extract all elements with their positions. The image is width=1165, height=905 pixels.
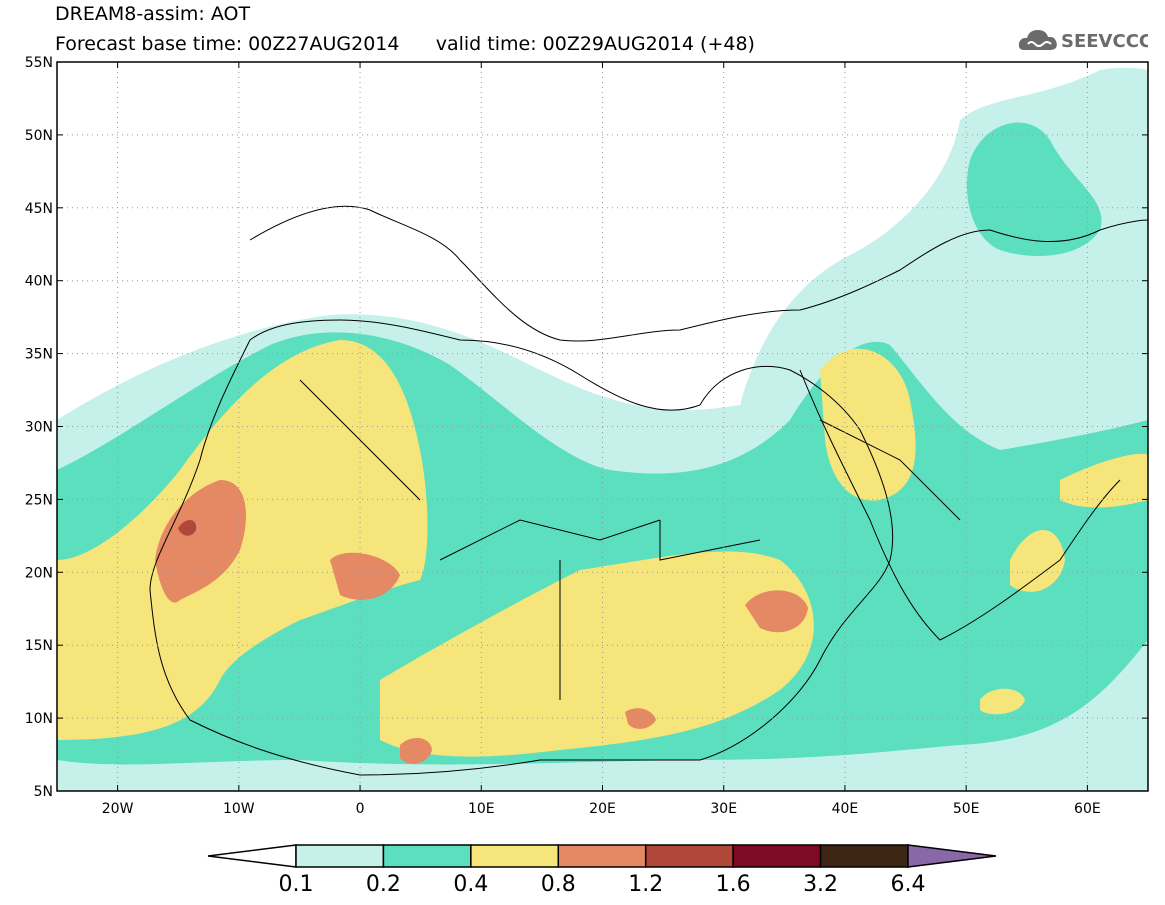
lon-label: 0 <box>356 801 365 817</box>
colorbar-segment <box>295 844 385 868</box>
forecast-time-subtitle: Forecast base time: 00Z27AUG2014 valid t… <box>55 33 755 55</box>
aot-contour-0.8-mali <box>330 552 400 600</box>
lat-label: 55N <box>25 55 53 71</box>
colorbar-above-arrow <box>907 844 997 868</box>
logo-text: SEEVCCC <box>1061 31 1148 52</box>
coastlines <box>149 205 1148 776</box>
aot-contour-1.2 <box>178 519 197 536</box>
aot-contours <box>57 67 1148 791</box>
cloud-icon <box>1018 30 1057 50</box>
aot-contour-0.4-somalia <box>980 688 1025 715</box>
colorbar-segment <box>732 844 822 868</box>
colorbar: 0.1 0.2 0.4 0.8 1.2 1.6 3.2 6.4 <box>207 844 997 897</box>
lat-label: 25N <box>25 492 53 508</box>
lon-label: 60E <box>1074 801 1101 817</box>
axis-ticks <box>57 61 1148 792</box>
latitude-labels: 55N 50N 45N 40N 35N 30N 25N 20N 15N 10N 5N <box>25 55 53 800</box>
africa-coastline <box>149 319 894 776</box>
aot-contour-0.4-gulf <box>1060 453 1148 508</box>
colorbar-segment <box>382 844 472 868</box>
colorbar-level-label: 0.8 <box>541 872 576 897</box>
longitude-labels: 20W 10W 0 10E 20E 30E 40E 50E 60E <box>102 801 1101 817</box>
lon-label: 10W <box>223 801 255 817</box>
colorbar-level-label: 1.2 <box>628 872 663 897</box>
lon-label: 10E <box>468 801 495 817</box>
aot-contour-0.4-central <box>380 551 814 757</box>
lat-label: 35N <box>25 347 53 363</box>
arabia-coastline <box>799 369 1121 641</box>
colorbar-level-label: 0.2 <box>366 872 401 897</box>
lat-label: 30N <box>25 420 53 436</box>
colorbar-level-label: 1.6 <box>716 872 751 897</box>
colorbar-level-label: 3.2 <box>803 872 838 897</box>
aot-contour-0.4-arabia <box>820 348 916 501</box>
colorbar-segment <box>644 844 734 868</box>
aot-contour-0.8-nigeria <box>400 738 432 764</box>
europe-coastline <box>249 205 1148 342</box>
border-lines <box>299 379 961 700</box>
lon-label: 50E <box>953 801 980 817</box>
colorbar-segment <box>470 844 560 868</box>
aot-contour-0.4-oman <box>1010 530 1065 592</box>
colorbar-segment <box>557 844 647 868</box>
lat-label: 5N <box>34 784 53 800</box>
lon-label: 40E <box>832 801 859 817</box>
aot-contour-0.8-sudan <box>745 590 808 633</box>
lat-label: 20N <box>25 565 53 581</box>
lon-label: 20E <box>589 801 616 817</box>
lon-label: 30E <box>710 801 737 817</box>
lat-label: 45N <box>25 201 53 217</box>
aot-contour-0.2-north <box>966 122 1102 256</box>
lat-label: 50N <box>25 128 53 144</box>
aot-contour-0.8-chad <box>625 708 656 729</box>
lat-label: 40N <box>25 274 53 290</box>
colorbar-level-label: 0.1 <box>279 872 314 897</box>
lon-label: 20W <box>102 801 134 817</box>
map-title: DREAM8-assim: AOT <box>55 3 251 25</box>
lat-label: 15N <box>25 638 53 654</box>
colorbar-level-label: 6.4 <box>891 872 926 897</box>
seevccc-logo: SEEVCCC <box>1018 30 1148 52</box>
colorbar-below-arrow <box>207 844 297 868</box>
colorbar-segment <box>819 844 909 868</box>
colorbar-level-label: 0.4 <box>453 872 488 897</box>
lat-label: 10N <box>25 711 53 727</box>
